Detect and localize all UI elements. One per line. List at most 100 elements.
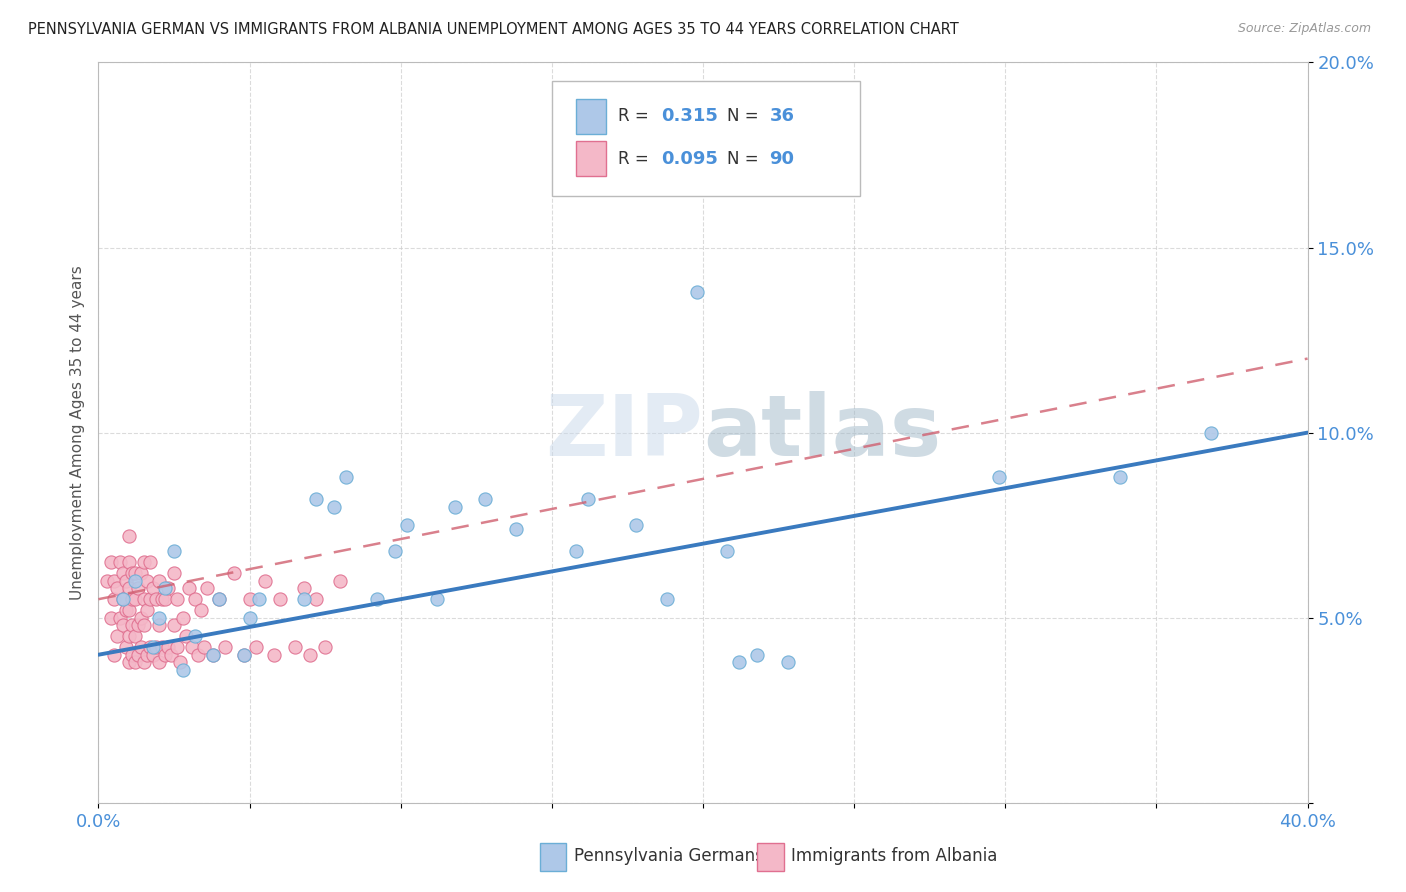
- Point: [139, 592, 162, 607]
- Point: [135, 603, 157, 617]
- Text: Immigrants from Albania: Immigrants from Albania: [792, 847, 998, 865]
- Point: [172, 610, 194, 624]
- Point: [655, 592, 678, 607]
- Point: [124, 574, 146, 588]
- Point: [426, 592, 449, 607]
- Point: [118, 629, 141, 643]
- Point: [202, 648, 225, 662]
- Point: [193, 640, 215, 655]
- Point: [121, 618, 143, 632]
- Point: [269, 592, 291, 607]
- Text: 90: 90: [769, 150, 794, 168]
- FancyBboxPatch shape: [540, 843, 567, 871]
- Text: N =: N =: [727, 108, 763, 126]
- Text: N =: N =: [727, 150, 763, 168]
- Point: [247, 592, 270, 607]
- Point: [121, 648, 143, 662]
- FancyBboxPatch shape: [758, 843, 785, 871]
- Point: [776, 655, 799, 669]
- Point: [100, 555, 122, 569]
- Point: [284, 640, 307, 655]
- Point: [292, 592, 315, 607]
- Point: [305, 592, 328, 607]
- Point: [118, 555, 141, 569]
- Point: [166, 640, 188, 655]
- Point: [163, 618, 186, 632]
- Point: [314, 640, 336, 655]
- Point: [263, 648, 285, 662]
- Point: [253, 574, 276, 588]
- Point: [108, 555, 131, 569]
- Point: [124, 592, 146, 607]
- Point: [135, 574, 157, 588]
- Point: [121, 566, 143, 581]
- Point: [214, 640, 236, 655]
- Point: [124, 566, 146, 581]
- Point: [150, 592, 173, 607]
- Point: [202, 648, 225, 662]
- Point: [105, 629, 128, 643]
- Point: [1199, 425, 1222, 440]
- Point: [132, 592, 155, 607]
- Point: [208, 592, 231, 607]
- Point: [329, 574, 352, 588]
- Point: [335, 470, 357, 484]
- Point: [179, 581, 201, 595]
- Point: [153, 648, 176, 662]
- Point: [118, 581, 141, 595]
- Point: [127, 618, 149, 632]
- Point: [108, 610, 131, 624]
- Point: [111, 618, 134, 632]
- Point: [505, 522, 527, 536]
- Point: [232, 648, 254, 662]
- Point: [139, 555, 162, 569]
- Point: [156, 640, 179, 655]
- Point: [160, 648, 183, 662]
- Point: [124, 655, 146, 669]
- Point: [239, 610, 262, 624]
- Point: [305, 492, 328, 507]
- Point: [111, 592, 134, 607]
- Point: [114, 603, 136, 617]
- Point: [174, 629, 197, 643]
- Point: [195, 581, 218, 595]
- Point: [1109, 470, 1132, 484]
- Point: [626, 518, 648, 533]
- Point: [142, 648, 165, 662]
- Point: [129, 610, 152, 624]
- Point: [190, 603, 212, 617]
- Point: [224, 566, 246, 581]
- Point: [132, 655, 155, 669]
- Point: [245, 640, 267, 655]
- Point: [114, 640, 136, 655]
- Point: [103, 592, 125, 607]
- Point: [565, 544, 588, 558]
- Text: Pennsylvania Germans: Pennsylvania Germans: [574, 847, 763, 865]
- Point: [129, 640, 152, 655]
- Point: [395, 518, 418, 533]
- Point: [148, 574, 170, 588]
- Point: [728, 655, 751, 669]
- Point: [150, 640, 173, 655]
- Point: [148, 655, 170, 669]
- Text: Source: ZipAtlas.com: Source: ZipAtlas.com: [1237, 22, 1371, 36]
- Point: [366, 592, 388, 607]
- Point: [139, 640, 162, 655]
- Point: [576, 492, 599, 507]
- Point: [132, 555, 155, 569]
- Point: [181, 640, 204, 655]
- Point: [384, 544, 406, 558]
- Point: [142, 640, 165, 655]
- Point: [163, 566, 186, 581]
- Point: [153, 592, 176, 607]
- Point: [132, 618, 155, 632]
- Point: [118, 655, 141, 669]
- Point: [111, 592, 134, 607]
- Point: [124, 629, 146, 643]
- Point: [292, 581, 315, 595]
- Point: [118, 603, 141, 617]
- Point: [127, 581, 149, 595]
- Point: [444, 500, 467, 514]
- Point: [184, 592, 207, 607]
- Text: 0.095: 0.095: [661, 150, 717, 168]
